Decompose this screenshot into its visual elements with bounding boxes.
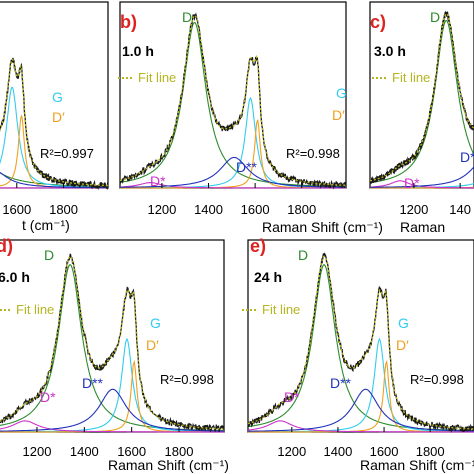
panel-e-time-label: 24 h — [254, 269, 282, 285]
panel-d-tick-label-2: 1600 — [117, 444, 146, 459]
panel-d-peak-label-1: G — [150, 315, 161, 331]
panel-d-time-label: 6.0 h — [0, 269, 30, 285]
panel-e-peak-label-1: G — [398, 315, 409, 331]
panel-b-r-squared: R²=0.998 — [286, 146, 340, 161]
panel-e-peak-label-3: D* — [284, 389, 300, 405]
panel-d-x-axis-label: Raman Shift (cm⁻¹) — [108, 457, 229, 473]
panel-b-tick-label-1: 1400 — [194, 202, 223, 217]
panel-b-fit-legend-label: Fit line — [138, 70, 176, 85]
panel-e-peak-3 — [247, 420, 474, 433]
panel-e-peak-label-0: D — [298, 247, 308, 263]
panel-a-tick-label-0: 1600 — [2, 202, 31, 217]
panel-d-tick-label-0: 1200 — [23, 444, 52, 459]
panel-e-r-squared: R²=0.998 — [410, 372, 464, 387]
panel-b-peak-0 — [119, 22, 346, 188]
panel-d-fit-line — [0, 255, 225, 430]
panel-e-peak-4 — [248, 388, 474, 432]
panel-d-frame — [0, 239, 225, 433]
panel-e-letter: e) — [250, 236, 266, 256]
panel-b-peak-4 — [120, 156, 346, 188]
panel-a-data-line — [0, 57, 109, 191]
panel-e-fit-legend-label: Fit line — [262, 302, 300, 317]
panel-e-peak-label-2: D′ — [396, 337, 409, 353]
panel-d-data-line — [0, 253, 225, 433]
panel-a-peak-4 — [0, 171, 108, 189]
panel-d-peak-label-3: D* — [40, 389, 56, 405]
panel-d-peak-0 — [0, 263, 224, 432]
panel-c-peak-label-0: D — [430, 9, 440, 25]
panel-e-tick-label-3: 1800 — [416, 444, 445, 459]
panel-b-peak-label-3: D* — [150, 173, 166, 189]
panel-c-time-label: 3.0 h — [374, 43, 406, 59]
panel-b-peak-label-1: G — [336, 85, 347, 101]
panel-b-peak-3 — [119, 182, 346, 189]
panel-c-tick-label-1: 140 — [449, 202, 471, 217]
panel-e-tick-label-0: 1200 — [277, 444, 306, 459]
panel-d-r-squared: R²=0.998 — [160, 372, 214, 387]
panel-a-x-axis-label: t (cm⁻¹) — [22, 217, 70, 233]
panel-b-peak-label-2: D′ — [332, 107, 345, 123]
panel-e-fit-line — [247, 255, 474, 430]
panel-d-peak-label-0: D — [44, 247, 54, 263]
panel-c-data-line — [369, 10, 474, 185]
panel-c-tick-label-0: 1200 — [399, 202, 428, 217]
panel-b-x-axis-label: Raman Shift (cm⁻¹) — [262, 219, 383, 235]
panel-b-peak-label-4: D** — [236, 159, 258, 175]
panel-d-letter: d) — [0, 236, 13, 256]
panel-a-r-squared: R²=0.997 — [40, 146, 94, 161]
panel-b-peak-label-0: D — [182, 9, 192, 25]
panel-b-time-label: 1.0 h — [122, 43, 154, 59]
panel-b-tick-label-3: 1800 — [287, 202, 316, 217]
panel-a-tick-label-1: 1800 — [49, 202, 78, 217]
panel-b-tick-label-2: 1600 — [241, 202, 270, 217]
panel-e-peak-label-4: D** — [330, 375, 352, 391]
panel-e-peak-0 — [247, 263, 474, 432]
panel-c-peak-label-3: D* — [404, 175, 420, 191]
panel-b-tick-label-0: 1200 — [147, 202, 176, 217]
panel-d-tick-label-1: 1400 — [70, 444, 99, 459]
panel-d-peak-label-2: D′ — [146, 337, 159, 353]
panel-e-tick-label-2: 1600 — [370, 444, 399, 459]
panel-a-peak-label-1: G — [52, 89, 63, 105]
panel-d-fit-legend-label: Fit line — [16, 302, 54, 317]
panel-e-tick-label-1: 1400 — [323, 444, 352, 459]
panel-b-fit-line — [119, 14, 346, 186]
panel-c-x-axis-label: Raman — [400, 219, 445, 235]
panel-d-peak-3 — [0, 420, 224, 433]
panel-d-tick-label-3: 1800 — [165, 444, 194, 459]
panel-c-letter: c) — [370, 12, 386, 32]
panel-c-peak-label-4: D* — [460, 149, 474, 165]
panel-e-data-line — [247, 252, 474, 433]
panel-a-peak-0 — [0, 172, 108, 188]
panel-d-peak-label-4: D** — [82, 375, 104, 391]
panel-e-x-axis-label: Raman Shift (cm⁻¹) — [360, 457, 474, 473]
panel-c-fit-legend-label: Fit line — [392, 70, 430, 85]
panel-d-peak-4 — [0, 388, 224, 432]
panel-a-peak-label-2: D′ — [52, 109, 65, 125]
panel-b-letter: b) — [120, 12, 137, 32]
panel-c-fit-line — [369, 13, 474, 182]
panel-b-data-line — [119, 12, 347, 190]
panel-c-peak-4 — [370, 166, 474, 188]
